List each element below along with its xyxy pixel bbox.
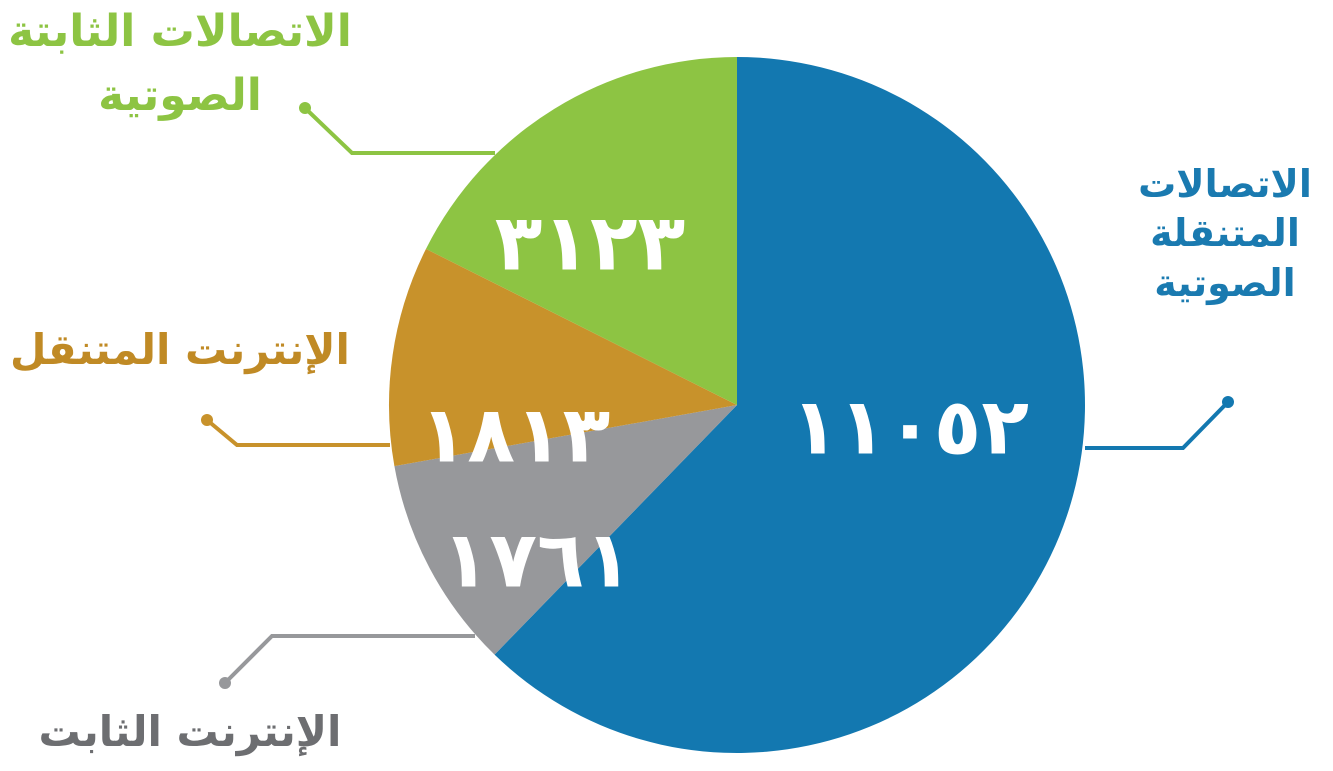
pie-slice	[425, 57, 737, 405]
leader-dot	[219, 677, 231, 689]
data-label: ٣١٢٣	[495, 198, 685, 288]
leader-dot	[201, 414, 213, 426]
leader-line	[223, 634, 475, 685]
legend-label: الاتصالات المتنقلة الصوتية	[1138, 162, 1312, 305]
leader-line	[1085, 400, 1230, 450]
data-label: ١٧٦١	[442, 515, 632, 605]
legend-label: الإنترنت المتنقل	[10, 325, 350, 374]
pie-slice	[494, 57, 1085, 753]
pie-slice	[388, 248, 737, 467]
leader-dot	[299, 102, 311, 114]
legend-label: الاتصالات الثابتة الصوتية	[8, 6, 352, 121]
data-label: ١١٠٥٢	[791, 382, 1029, 472]
leader-dot	[1222, 396, 1234, 408]
leader-line	[303, 106, 495, 155]
pie-slice	[394, 405, 737, 655]
leader-line	[205, 418, 390, 447]
data-label: ١٨١٣	[420, 390, 610, 480]
legend-label: الإنترنت الثابت	[38, 707, 342, 756]
leaders	[201, 102, 1234, 689]
